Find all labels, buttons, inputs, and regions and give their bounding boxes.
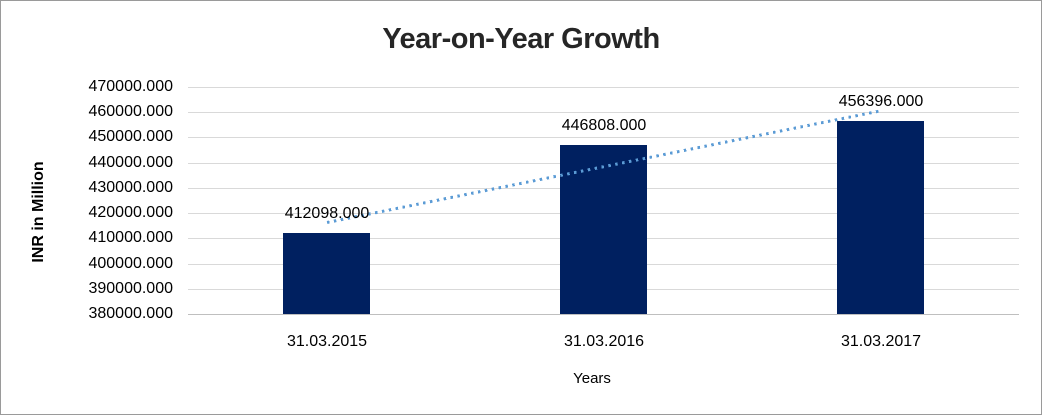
bar-value-label: 446808.000 — [561, 117, 647, 134]
bar-value-label: 456396.000 — [838, 93, 924, 110]
y-tick-label: 390000.000 — [88, 279, 173, 297]
y-tick-label: 420000.000 — [88, 204, 173, 222]
x-tick-label: 31.03.2015 — [286, 333, 368, 350]
y-tick-label: 460000.000 — [88, 103, 173, 121]
bar-2015 — [283, 233, 370, 314]
bar-2017 — [837, 121, 924, 314]
y-tick-label: 400000.000 — [88, 254, 173, 272]
gridline — [188, 137, 1019, 138]
y-tick-label: 440000.000 — [88, 153, 173, 171]
plot-area — [188, 87, 1019, 315]
chart-title: Year-on-Year Growth — [382, 23, 660, 55]
gridline — [188, 112, 1019, 113]
bar-value-label: 412098.000 — [284, 205, 370, 222]
y-tick-label: 410000.000 — [88, 229, 173, 247]
x-tick-label: 31.03.2017 — [840, 333, 922, 350]
y-tick-label: 430000.000 — [88, 178, 173, 196]
gridline — [188, 87, 1019, 88]
y-tick-label: 450000.000 — [88, 128, 173, 146]
x-axis-title: Years — [573, 370, 611, 387]
x-tick-label: 31.03.2016 — [563, 333, 645, 350]
x-axis-line — [188, 314, 1019, 315]
y-tick-label: 380000.000 — [88, 305, 173, 322]
y-tick-label: 470000.000 — [88, 78, 173, 95]
